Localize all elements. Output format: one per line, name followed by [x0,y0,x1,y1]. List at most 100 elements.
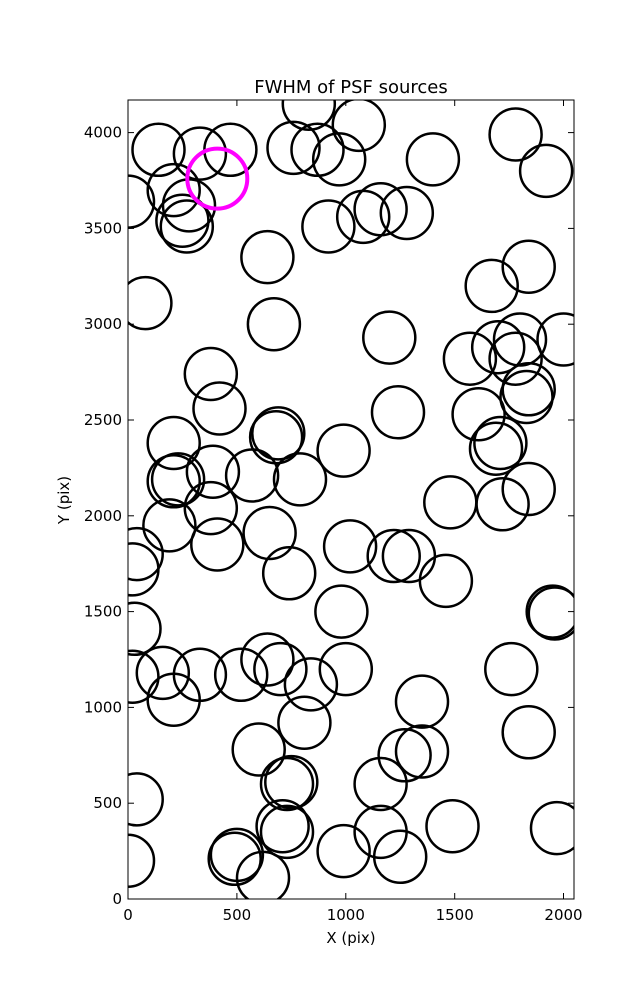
source-marker [128,833,156,888]
source-marker [128,772,164,827]
source-marker [190,517,245,572]
marker-layer [128,100,574,899]
source-marker [183,480,239,536]
source-marker [353,756,408,812]
source-marker [331,100,387,153]
highlighted-source-marker [185,146,250,211]
source-marker [266,120,321,176]
source-marker [135,645,191,701]
source-marker [281,100,337,132]
source-marker [499,369,554,425]
source-marker [253,641,308,697]
source-marker [442,331,498,386]
axis-ticks: 0 500 1000 1500 2000 0 500 1000 1500 2000 2500 3000… [84,100,583,924]
source-marker [128,275,173,331]
x-axis-label: X (pix) [326,929,375,947]
source-marker [488,107,543,162]
source-marker [377,728,432,783]
source-marker [172,126,228,181]
source-marker [272,452,328,507]
source-marker [128,649,160,704]
source-marker [470,319,526,375]
source-marker [451,386,506,442]
y-tick-label: 500 [93,794,122,812]
source-marker [501,239,556,294]
source-marker [468,421,524,476]
source-marker [425,798,480,854]
source-marker [248,409,304,465]
source-marker [536,312,574,367]
source-marker [322,519,378,574]
y-tick-label: 2500 [84,411,122,429]
source-marker [231,722,286,777]
source-marker [235,850,291,899]
source-marker [353,181,408,237]
source-marker [128,542,160,597]
source-marker [527,586,574,641]
source-marker [259,756,315,812]
source-marker [283,657,339,712]
source-marker [159,199,215,254]
source-marker [370,385,426,440]
x-tick-label: 1000 [327,906,365,924]
source-marker [142,498,197,553]
source-marker [128,526,164,582]
source-marker [311,132,367,187]
source-marker [372,829,428,885]
source-marker [207,831,262,887]
source-marker [277,695,332,750]
y-axis-label: Y (pix) [55,476,73,525]
source-marker [316,423,371,478]
source-marker [155,193,210,248]
source-marker [316,823,371,879]
source-marker [475,477,530,532]
source-marker [251,406,306,461]
source-marker [518,143,574,199]
source-marker [381,528,437,584]
y-tick-label: 2000 [84,507,122,525]
source-marker [405,132,461,187]
source-marker [394,724,450,779]
source-marker [255,798,310,854]
source-marker [183,346,239,402]
source-marker [146,415,201,471]
source-marker [318,641,374,697]
y-tick-label: 3500 [84,219,122,237]
source-marker [501,461,556,517]
source-marker [240,632,295,687]
x-tick-label: 500 [223,906,252,924]
source-marker [146,672,201,727]
source-marker [525,584,574,639]
y-tick-label: 1500 [84,603,122,621]
source-marker [192,381,247,436]
source-marker [146,454,201,509]
source-marker [150,452,206,507]
source-marker [246,296,302,352]
source-marker [128,601,162,657]
source-marker [301,199,356,254]
source-marker [394,674,450,729]
source-marker [484,641,539,697]
source-marker [131,122,186,178]
source-marker [213,647,269,703]
source-marker [366,528,421,584]
source-marker [314,584,369,639]
source-marker [259,804,315,860]
y-tick-label: 0 [112,890,122,908]
source-marker [128,174,156,229]
source-marker [362,310,417,365]
source-marker [264,754,319,810]
plot-frame [127,99,575,900]
source-marker [240,229,295,285]
x-tick-label: 0 [123,906,133,924]
source-marker [261,546,317,601]
x-tick-label: 1500 [436,906,474,924]
source-marker [488,331,543,386]
y-tick-label: 3000 [84,315,122,333]
source-marker [464,258,519,314]
source-marker [529,800,574,856]
source-marker [423,475,478,530]
source-marker [224,448,280,503]
source-marker [290,122,345,178]
